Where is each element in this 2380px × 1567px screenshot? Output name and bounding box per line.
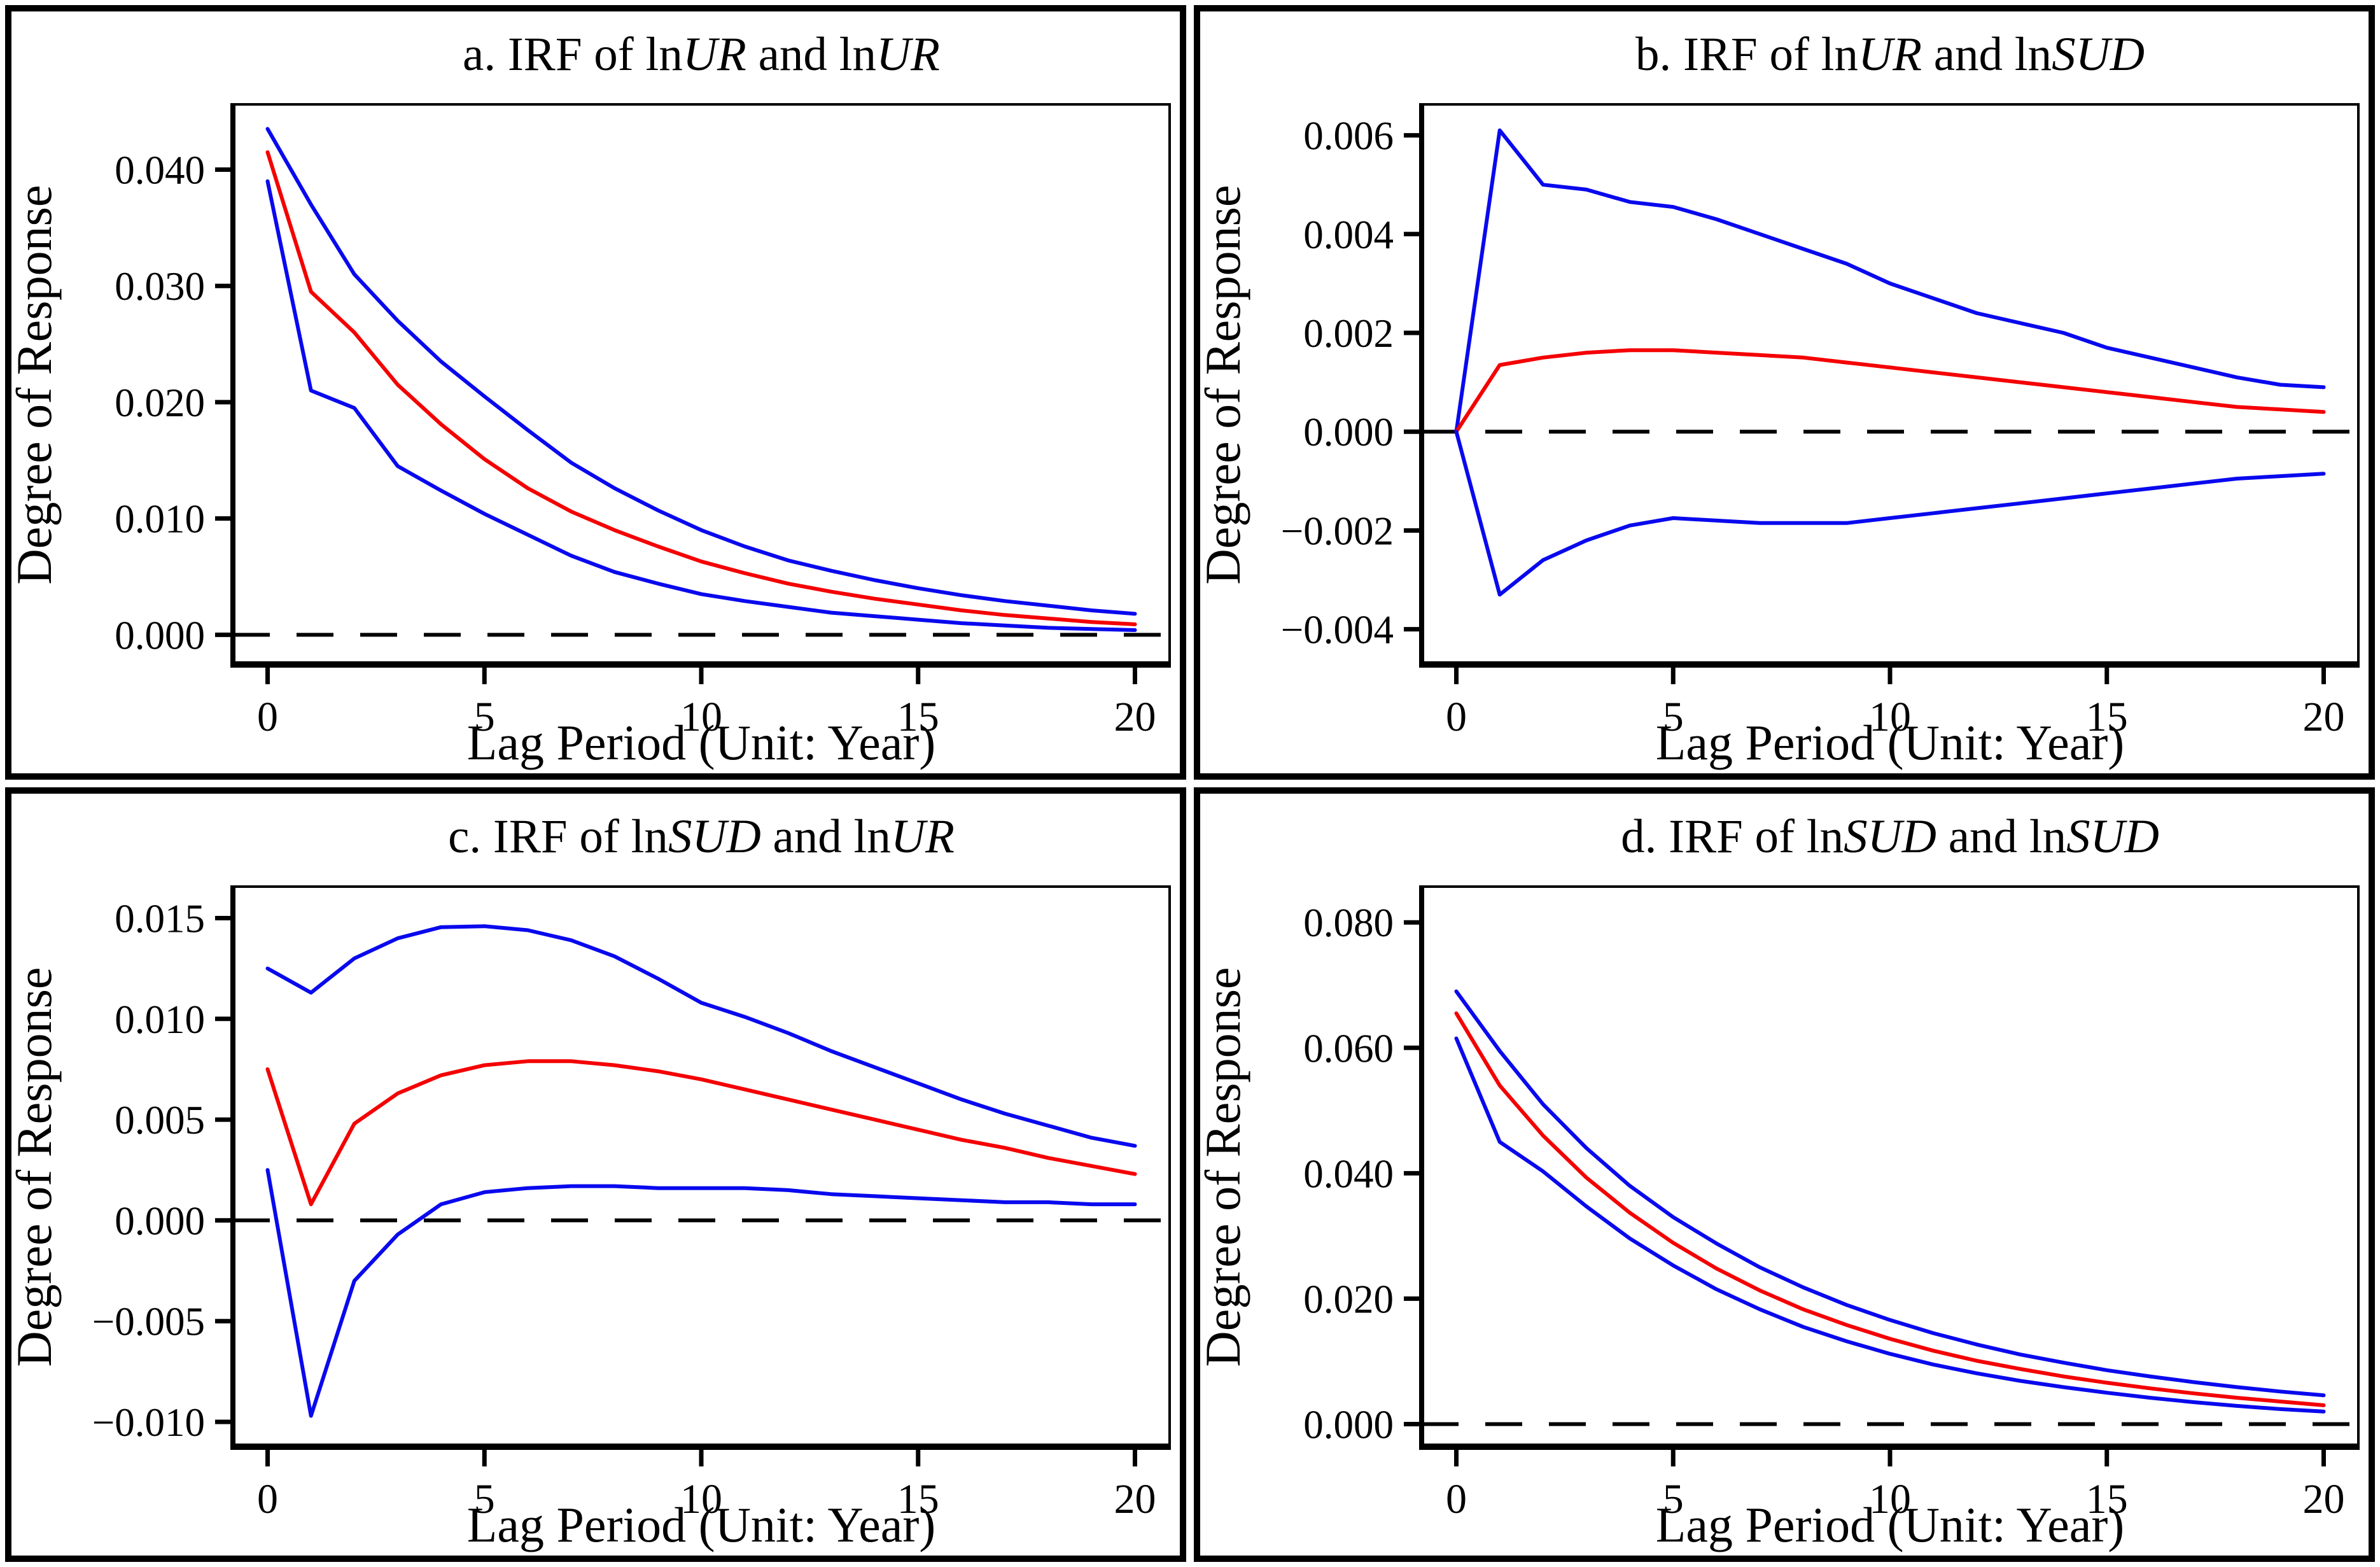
x-tick-label: 15	[2086, 694, 2128, 740]
x-axis-label: Lag Period (Unit: Year)	[467, 1497, 936, 1552]
x-tick-label: 0	[1446, 694, 1467, 740]
y-tick-label: 0.006	[1303, 114, 1394, 158]
upper-confidence-band-line	[1454, 989, 2326, 1398]
x-tick-label: 5	[474, 1476, 495, 1522]
x-tick-label: 5	[1663, 694, 1684, 740]
x-tick-label: 20	[2302, 1476, 2344, 1522]
y-tick-label: 0.000	[1303, 410, 1394, 454]
center-irf-line	[265, 150, 1137, 626]
irf-chart-b: b. IRF of lnUR and lnSUD 0.006 0.004 0.002 0…	[1200, 28, 2360, 770]
panel-d: d. IRF of lnSUD and lnSUD 0.080 0.060 0.040…	[1194, 787, 2375, 1562]
chart-title-segment: and ln	[761, 810, 891, 863]
panel-b: b. IRF of lnUR and lnSUD 0.006 0.004 0.002 0…	[1194, 5, 2375, 780]
x-tick-label: 20	[1114, 1476, 1156, 1522]
chart-title-segment: b. IRF of ln	[1635, 28, 1858, 81]
lower-confidence-band-line	[265, 1168, 1137, 1418]
chart-title: d. IRF of lnSUD and lnSUD	[1621, 810, 2159, 863]
x-tick-label: 10	[680, 1476, 722, 1522]
y-tick-label: 0.000	[115, 1198, 205, 1243]
y-tick-label: 0.000	[115, 613, 205, 657]
x-tick-label: 10	[1869, 694, 1911, 740]
y-tick-label: 0.040	[115, 148, 205, 192]
x-tick-label: 5	[474, 694, 495, 740]
x-tick-label: 10	[680, 694, 722, 740]
chart-title-segment: UR	[1858, 28, 1922, 81]
y-tick-label: 0.020	[115, 381, 205, 425]
upper-confidence-band-line	[265, 924, 1137, 1148]
x-tick-label: 15	[897, 1476, 939, 1522]
center-irf-line	[1454, 1011, 2326, 1407]
chart-title-segment: c. IRF of ln	[448, 810, 668, 863]
y-axis-label: Degree of Response	[11, 967, 62, 1367]
y-tick-label: 0.004	[1303, 213, 1394, 257]
x-axis-label: Lag Period (Unit: Year)	[1656, 715, 2125, 770]
y-tick-label: 0.020	[1303, 1277, 1394, 1321]
y-tick-label: 0.015	[115, 896, 205, 941]
chart-title-segment: and ln	[1922, 28, 2052, 81]
y-tick-label: 0.030	[115, 264, 205, 309]
y-tick-label: 0.002	[1303, 311, 1394, 356]
chart-title: b. IRF of lnUR and lnSUD	[1635, 28, 2145, 81]
chart-title-segment: UR	[891, 810, 955, 863]
y-tick-label: 0.010	[115, 497, 205, 542]
y-tick-label: −0.002	[1281, 509, 1394, 553]
x-tick-label: 0	[257, 694, 278, 740]
lower-confidence-band-line	[1454, 430, 2326, 597]
chart-title-segment: a. IRF of ln	[463, 28, 683, 81]
y-tick-label: −0.005	[92, 1300, 205, 1344]
x-axis-label: Lag Period (Unit: Year)	[467, 715, 936, 770]
x-tick-label: 0	[1446, 1476, 1467, 1522]
chart-title-segment: SUD	[1844, 810, 1936, 863]
chart-title: a. IRF of lnUR and lnUR	[463, 28, 940, 81]
chart-title-segment: and ln	[1936, 810, 2066, 863]
chart-title-segment: SUD	[668, 810, 761, 863]
y-axis-label: Degree of Response	[1200, 967, 1250, 1367]
center-irf-line	[265, 1059, 1137, 1207]
y-tick-label: −0.004	[1281, 608, 1394, 652]
irf-chart-c: c. IRF of lnSUD and lnUR 0.015 0.010 0.005 0…	[11, 810, 1171, 1552]
chart-title-segment: UR	[683, 28, 746, 81]
center-irf-line	[1454, 348, 2326, 434]
chart-title-segment: SUD	[2066, 810, 2159, 863]
y-tick-label: 0.040	[1303, 1151, 1394, 1196]
x-tick-label: 0	[257, 1476, 278, 1522]
lower-confidence-band-line	[265, 179, 1137, 632]
lower-confidence-band-line	[1454, 1036, 2326, 1414]
x-tick-label: 15	[2086, 1476, 2128, 1522]
irf-chart-a: a. IRF of lnUR and lnUR0.0400.0300.0200.…	[11, 28, 1171, 770]
panel-c: c. IRF of lnSUD and lnUR 0.015 0.010 0.005 0…	[5, 787, 1186, 1562]
irf-chart-d: d. IRF of lnSUD and lnSUD0.0800.0600.040…	[1200, 810, 2360, 1552]
y-tick-label: −0.010	[92, 1400, 205, 1445]
chart-title: c. IRF of lnSUD and lnUR	[448, 810, 955, 863]
chart-title-segment: UR	[876, 28, 940, 81]
chart-title-segment: and ln	[746, 28, 876, 81]
upper-confidence-band-line	[1454, 128, 2326, 434]
y-tick-label: 0.080	[1303, 901, 1394, 945]
panel-a: a. IRF of lnUR and lnUR 0.040 0.030 0.020 0.…	[5, 5, 1186, 780]
y-tick-label: 0.010	[115, 997, 205, 1042]
upper-confidence-band-line	[265, 127, 1137, 616]
y-tick-label: 0.005	[115, 1098, 205, 1142]
x-tick-label: 20	[1114, 694, 1156, 740]
x-axis-label: Lag Period (Unit: Year)	[1656, 1497, 2125, 1552]
y-axis-label: Degree of Response	[11, 185, 62, 584]
y-tick-label: 0.000	[1303, 1403, 1394, 1447]
y-tick-label: 0.060	[1303, 1026, 1394, 1071]
x-tick-label: 5	[1663, 1476, 1684, 1522]
x-tick-label: 10	[1869, 1476, 1911, 1522]
chart-title-segment: SUD	[2052, 28, 2145, 81]
chart-title-segment: d. IRF of ln	[1621, 810, 1844, 863]
x-tick-label: 15	[897, 694, 939, 740]
y-axis-label: Degree of Response	[1200, 185, 1250, 584]
x-tick-label: 20	[2302, 694, 2344, 740]
